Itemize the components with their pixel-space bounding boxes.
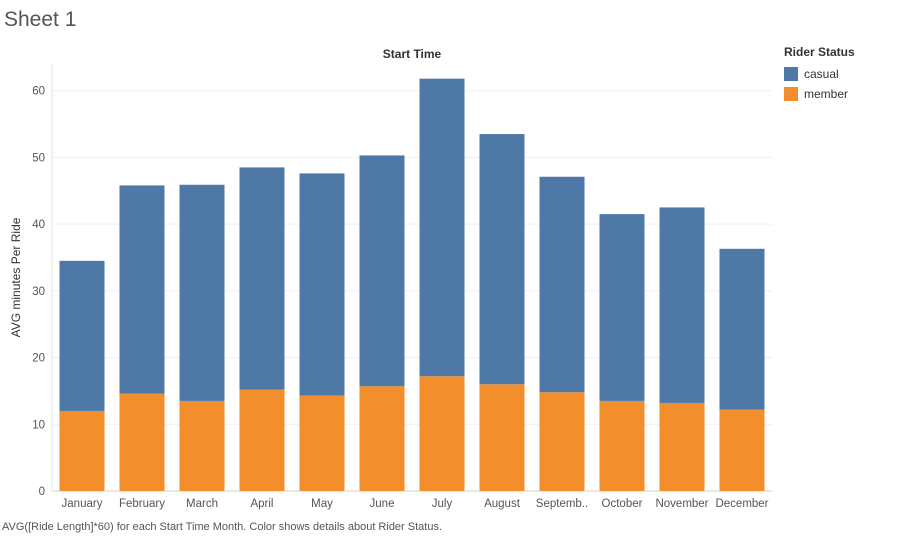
y-tick-label: 30	[32, 286, 45, 298]
bar-casual[interactable]	[659, 207, 705, 403]
x-tick-label: January	[62, 498, 103, 510]
legend-label-casual: casual	[804, 67, 839, 81]
y-tick-label: 40	[32, 219, 45, 231]
x-tick-label: August	[484, 498, 521, 510]
bar-member[interactable]	[719, 409, 765, 491]
x-tick-label: March	[186, 498, 218, 510]
bar-casual[interactable]	[119, 185, 165, 394]
x-tick-label: July	[432, 498, 453, 510]
bar-casual[interactable]	[539, 176, 585, 393]
x-tick-label: Septemb..	[536, 498, 588, 510]
bar-member[interactable]	[179, 400, 225, 491]
legend-title: Rider Status	[784, 45, 855, 59]
legend-swatch-member	[784, 87, 798, 101]
legend-item-casual[interactable]: casual	[784, 64, 855, 84]
footer-caption: AVG([Ride Length]*60) for each Start Tim…	[2, 521, 443, 533]
bar-casual[interactable]	[479, 134, 525, 385]
bar-casual[interactable]	[299, 173, 345, 396]
legend: Rider Status casual member	[784, 45, 855, 104]
bar-casual[interactable]	[59, 260, 105, 411]
tick-labels: 0 10 20 30 40 50 60 January February March April Ma…	[32, 86, 768, 510]
bar-member[interactable]	[479, 384, 525, 491]
y-tick-label: 20	[32, 353, 45, 365]
bar-member[interactable]	[59, 410, 105, 491]
y-tick-label: 0	[39, 486, 45, 498]
x-tick-label: April	[250, 498, 273, 510]
x-tick-label: May	[311, 498, 333, 510]
x-tick-label: June	[370, 498, 395, 510]
bar-member[interactable]	[359, 386, 405, 491]
bar-casual[interactable]	[239, 167, 285, 390]
x-tick-label: November	[655, 498, 708, 510]
bar-casual[interactable]	[419, 78, 465, 377]
bar-member[interactable]	[239, 389, 285, 491]
chart-title: Start Time	[383, 47, 442, 61]
bar-casual[interactable]	[599, 214, 645, 401]
bar-member[interactable]	[119, 393, 165, 491]
legend-item-member[interactable]: member	[784, 84, 855, 104]
bars	[59, 78, 765, 491]
bar-member[interactable]	[539, 392, 585, 491]
y-tick-label: 50	[32, 152, 45, 164]
y-tick-label: 10	[32, 419, 45, 431]
y-axis-title: AVG minutes Per Ride	[9, 217, 23, 337]
legend-label-member: member	[804, 87, 849, 101]
x-tick-label: December	[715, 498, 768, 510]
bar-member[interactable]	[299, 395, 345, 491]
y-tick-label: 60	[32, 86, 45, 98]
bar-casual[interactable]	[719, 248, 765, 410]
bar-member[interactable]	[419, 376, 465, 491]
legend-swatch-casual	[784, 67, 798, 81]
x-tick-label: October	[602, 498, 643, 510]
sheet-title: Sheet 1	[4, 8, 77, 31]
gridlines	[51, 64, 772, 492]
x-tick-label: February	[119, 498, 165, 510]
bar-member[interactable]	[599, 400, 645, 491]
bar-member[interactable]	[659, 402, 705, 491]
bar-casual[interactable]	[179, 184, 225, 401]
bar-casual[interactable]	[359, 155, 405, 387]
